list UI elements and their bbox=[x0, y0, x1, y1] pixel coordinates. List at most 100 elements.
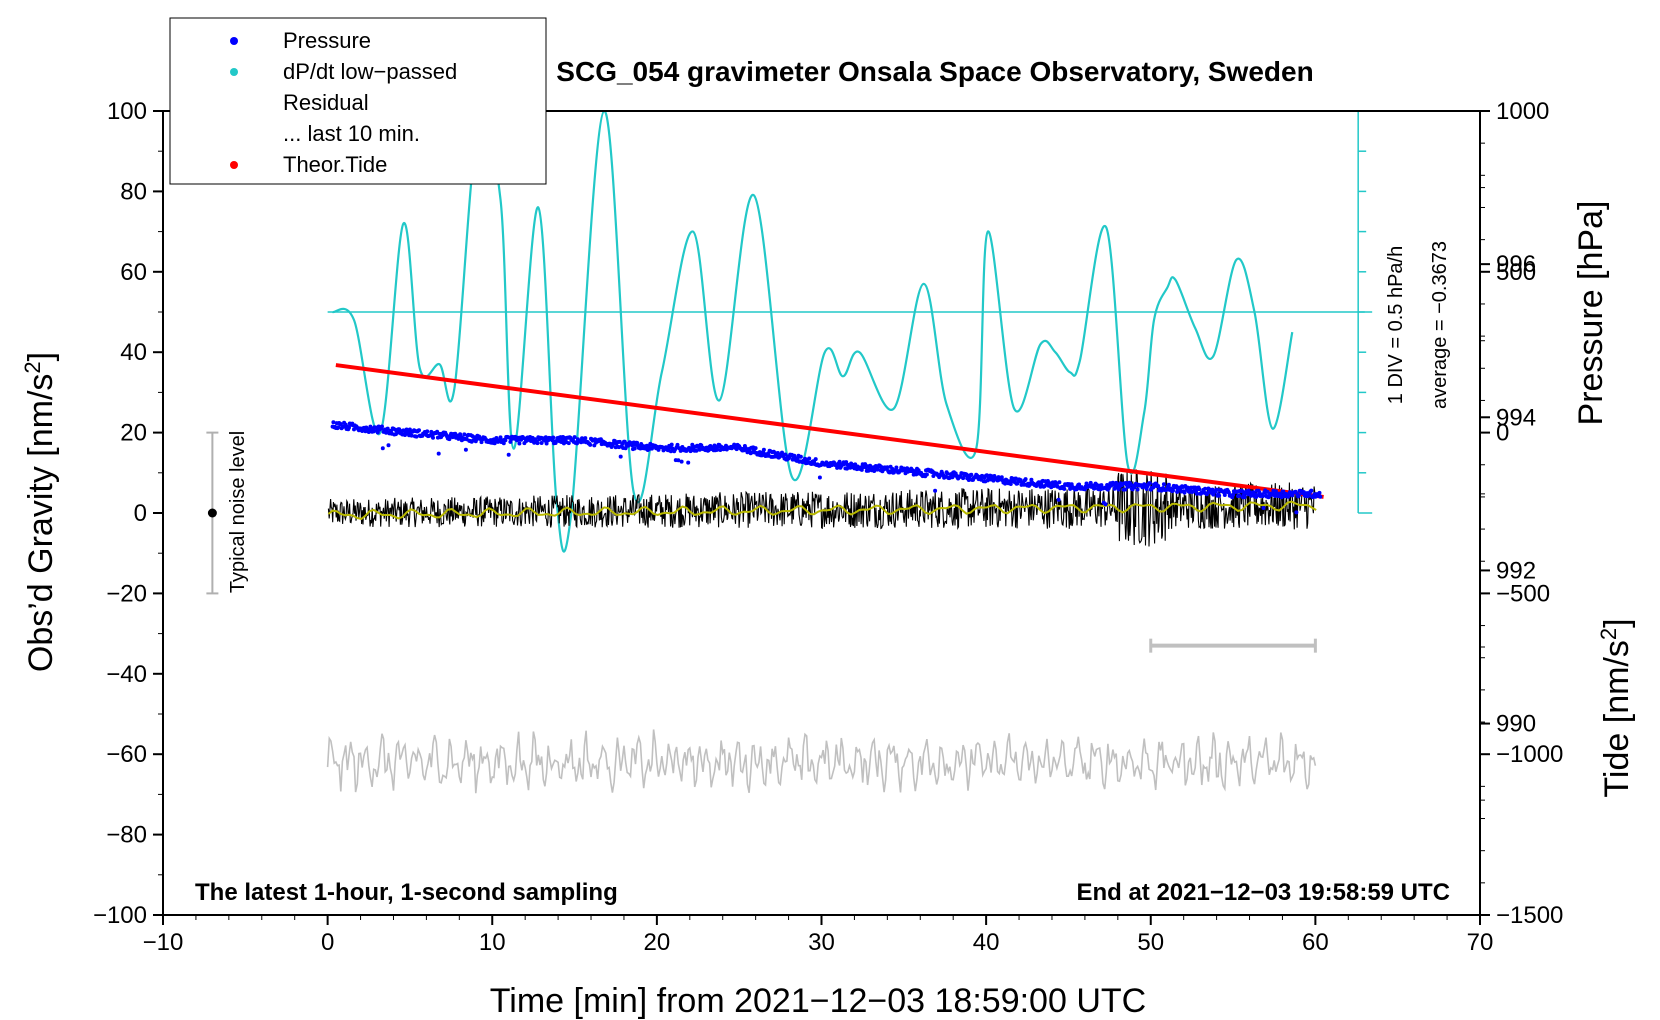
pressure-point bbox=[679, 459, 684, 464]
pressure-point bbox=[807, 456, 812, 461]
pressure-point bbox=[331, 420, 336, 425]
pressure-point bbox=[1057, 480, 1062, 485]
pressure-point bbox=[676, 458, 681, 463]
y-tick-label-gravity: −40 bbox=[106, 661, 147, 688]
pressure-point bbox=[1301, 490, 1306, 495]
pressure-point bbox=[623, 446, 628, 451]
pressure-point bbox=[1318, 494, 1323, 499]
pressure-point bbox=[544, 441, 549, 446]
pressure-point bbox=[1074, 487, 1079, 492]
pressure-point bbox=[813, 457, 818, 462]
pressure-point bbox=[385, 426, 390, 431]
y-axis-title-tide: Tide [nm/s2] bbox=[1596, 618, 1636, 797]
y-tick-label-tide: −500 bbox=[1496, 580, 1550, 607]
svg-text:Obs’d Gravity [nm/s2]: Obs’d Gravity [nm/s2] bbox=[20, 352, 60, 672]
annotation-noise-level: Typical noise level bbox=[227, 431, 249, 593]
legend-label-tide: Theor.Tide bbox=[283, 152, 387, 177]
pressure-point bbox=[583, 436, 588, 441]
pressure-point bbox=[1166, 482, 1171, 487]
x-tick-label: 0 bbox=[321, 929, 334, 956]
x-tick-label: 20 bbox=[644, 929, 671, 956]
pressure-point bbox=[798, 454, 803, 459]
y-axis-title-pressure: Pressure [hPa] bbox=[1572, 201, 1610, 426]
pressure-point bbox=[588, 442, 593, 447]
tide-label-close: ] bbox=[1598, 618, 1636, 627]
pressure-point bbox=[336, 425, 341, 430]
pressure-point bbox=[757, 450, 762, 455]
pressure-point bbox=[414, 434, 419, 439]
pressure-point bbox=[999, 475, 1004, 480]
annotation-average: average = −0.3673 bbox=[1429, 241, 1451, 409]
legend-key-dot bbox=[230, 37, 238, 45]
pressure-point bbox=[924, 472, 929, 477]
pressure-point bbox=[539, 441, 544, 445]
pressure-point bbox=[371, 429, 376, 434]
pressure-point bbox=[1317, 490, 1322, 495]
noise-level-label: Typical noise level bbox=[227, 431, 249, 593]
pressure-point bbox=[1240, 489, 1245, 493]
pressure-point bbox=[1296, 493, 1301, 498]
pressure-point bbox=[543, 435, 548, 440]
y-tick-label-tide: −1500 bbox=[1496, 902, 1563, 929]
x-tick-label: 10 bbox=[479, 929, 506, 956]
pressure-point bbox=[462, 432, 467, 437]
chart-title: SCG_054 gravimeter Onsala Space Observat… bbox=[556, 56, 1313, 87]
pressure-point bbox=[966, 478, 971, 482]
pressure-point bbox=[1203, 486, 1208, 491]
pressure-point bbox=[753, 446, 758, 451]
pressure-point bbox=[1062, 486, 1067, 491]
y-tick-label-gravity: −100 bbox=[93, 902, 147, 929]
tide-line bbox=[335, 363, 1324, 499]
pressure-point bbox=[859, 467, 864, 472]
pressure-point bbox=[694, 448, 699, 453]
y-tick-label-tide: 0 bbox=[1496, 420, 1509, 447]
tide-label-main: Tide [nm/s bbox=[1598, 640, 1636, 797]
pressure-point bbox=[866, 468, 871, 473]
pressure-point bbox=[503, 438, 508, 443]
pressure-point bbox=[894, 465, 899, 470]
chart-marks: −10 0 10 20 30 40 50 60 70100806040200−20−40−60−… bbox=[93, 40, 1563, 956]
legend-label-pressure: Pressure bbox=[283, 28, 371, 53]
pressure-point bbox=[572, 435, 577, 440]
gravity-label-main: Obs’d Gravity [nm/s bbox=[22, 374, 60, 673]
last10-line bbox=[326, 729, 1317, 794]
pressure-point bbox=[817, 475, 822, 480]
y-tick-label-pressure: 996 bbox=[1496, 251, 1536, 278]
x-tick-label: 70 bbox=[1467, 929, 1494, 956]
gravity-label-sup: 2 bbox=[20, 361, 45, 373]
pressure-point bbox=[447, 437, 452, 442]
y-tick-label-gravity: −20 bbox=[106, 580, 147, 607]
pressure-point bbox=[431, 435, 435, 440]
pressure-point bbox=[1294, 510, 1299, 515]
average-label: average = −0.3673 bbox=[1429, 241, 1451, 409]
right-note: End at 2021−12−03 19:58:59 UTC bbox=[1076, 879, 1450, 906]
pressure-point bbox=[375, 430, 380, 435]
pressure-point bbox=[380, 424, 384, 429]
pressure-point bbox=[1222, 493, 1227, 497]
pressure-point bbox=[517, 441, 522, 446]
y-tick-label-tide: 500 bbox=[1496, 259, 1536, 286]
pressure-point bbox=[933, 488, 938, 493]
y-axis-title-gravity: Obs’d Gravity [nm/s2] bbox=[20, 352, 60, 672]
pressure-point bbox=[1197, 487, 1202, 492]
pressure-label: Pressure [hPa] bbox=[1572, 201, 1610, 426]
y-tick-label-tide: −1000 bbox=[1496, 741, 1563, 768]
pressure-point bbox=[1309, 488, 1314, 493]
pressure-point bbox=[837, 459, 842, 464]
annotation-div: 1 DIV = 0.5 hPa/h bbox=[1385, 246, 1407, 404]
pressure-point bbox=[1147, 481, 1152, 486]
legend-key-dot bbox=[230, 68, 238, 76]
y-tick-label-gravity: −60 bbox=[106, 741, 147, 768]
legend-keys bbox=[230, 37, 238, 169]
y-tick-label-pressure: 990 bbox=[1496, 711, 1536, 738]
pressure-point bbox=[1237, 493, 1242, 498]
pressure-point bbox=[984, 473, 989, 478]
pressure-point bbox=[761, 447, 766, 452]
pressure-point bbox=[1161, 482, 1166, 487]
y-tick-label-tide: 1000 bbox=[1496, 98, 1549, 125]
noise-bar-point bbox=[207, 508, 217, 518]
legend: Pressure dP/dt low−passed Residual ... l… bbox=[169, 17, 547, 185]
pressure-point bbox=[632, 446, 637, 451]
legend-label-residual: Residual bbox=[283, 90, 369, 115]
